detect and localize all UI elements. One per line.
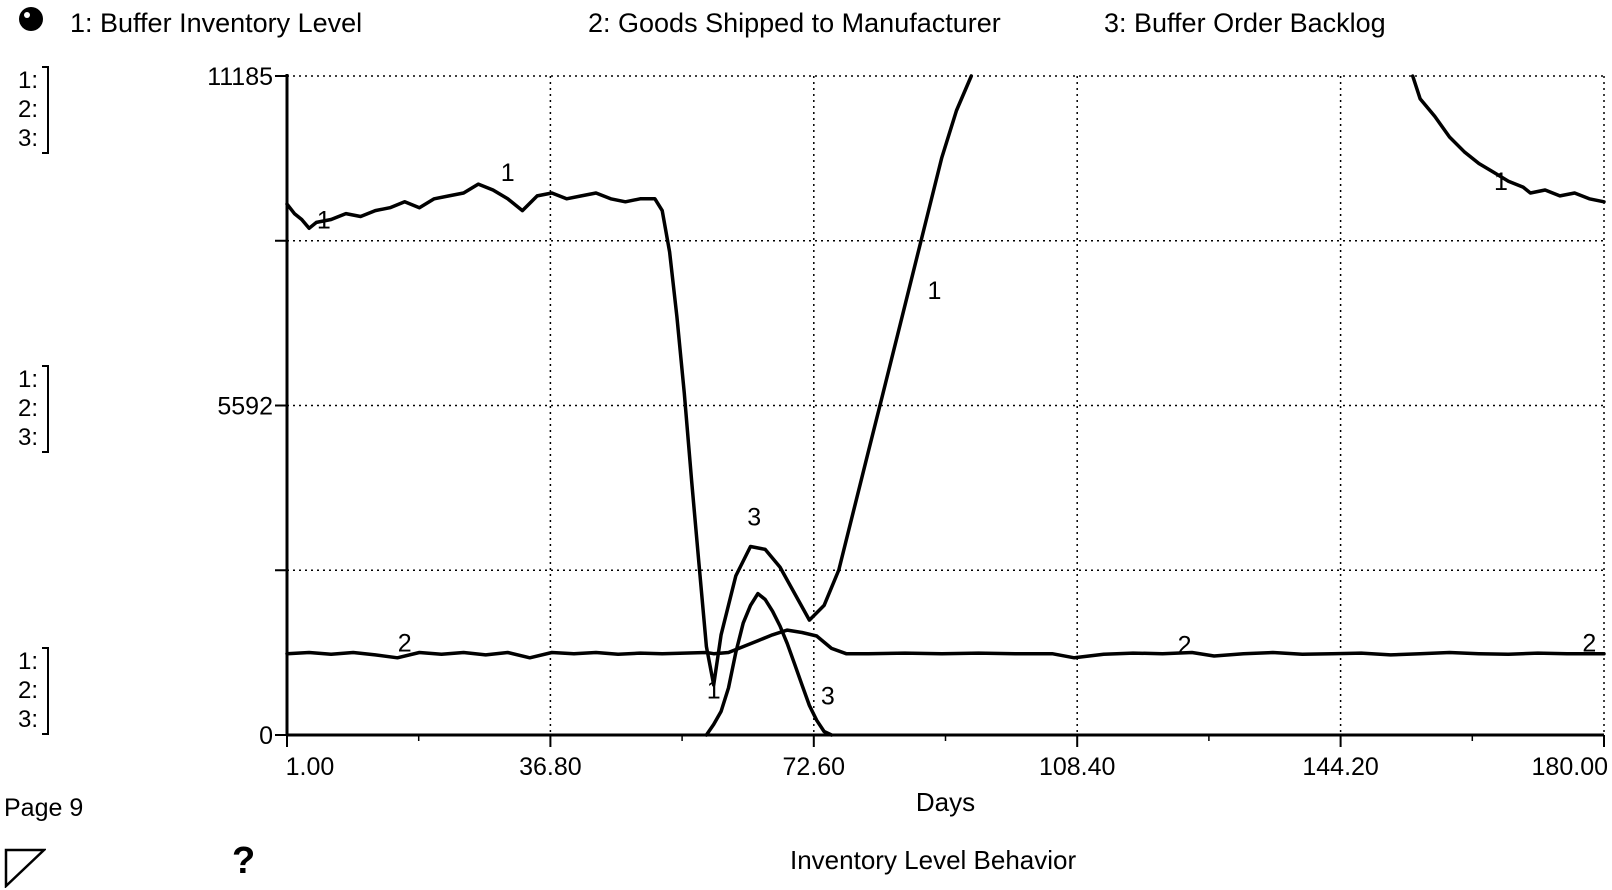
scale-label-3: 3: bbox=[18, 706, 39, 733]
scale-label-1: 1: bbox=[18, 67, 39, 94]
axes: 0 5592 11185 1.00 36.80 72.60 108.40 144.20 180.… bbox=[207, 63, 1608, 781]
series-marker-label: 1 bbox=[501, 159, 515, 187]
x-tick-label: 108.40 bbox=[1039, 753, 1115, 781]
legend-item-series-2: 2: Goods Shipped to Manufacturer bbox=[588, 8, 1001, 38]
scale-indicator-bottom: 1: 2: 3: bbox=[18, 647, 58, 737]
y-tick-label: 5592 bbox=[217, 393, 273, 421]
scale-label-1: 1: bbox=[18, 366, 39, 393]
series-1-line bbox=[1410, 74, 1606, 204]
scale-bracket bbox=[42, 365, 49, 453]
scale-label-2: 2: bbox=[18, 395, 39, 422]
x-tick-label: 72.60 bbox=[783, 753, 846, 781]
series-2-line bbox=[285, 628, 1606, 660]
series-marker-label: 2 bbox=[1178, 632, 1192, 660]
series-marker-label: 3 bbox=[821, 682, 835, 710]
help-button[interactable]: ? bbox=[232, 840, 256, 882]
series-lines bbox=[285, 74, 1606, 737]
page-turn-icon[interactable] bbox=[4, 848, 46, 888]
x-tick-label: 36.80 bbox=[519, 753, 582, 781]
chart-title: Inventory Level Behavior bbox=[790, 845, 1077, 875]
scale-bracket bbox=[42, 66, 49, 154]
scale-indicator-top: 1: 2: 3: bbox=[18, 66, 58, 156]
scale-bracket bbox=[42, 647, 49, 735]
legend-item-series-1: 1: Buffer Inventory Level bbox=[70, 8, 363, 38]
series-marker-label: 1 bbox=[1494, 168, 1508, 196]
pin-icon[interactable] bbox=[18, 6, 46, 34]
legend: 1: Buffer Inventory Level 2: Goods Shipp… bbox=[0, 0, 1612, 50]
scale-label-1: 1: bbox=[18, 648, 39, 675]
series-1-line bbox=[285, 74, 974, 687]
series-3-line bbox=[704, 591, 834, 737]
series-marker-label: 2 bbox=[398, 629, 412, 657]
legend-item-series-3: 3: Buffer Order Backlog bbox=[1104, 8, 1386, 38]
scale-label-2: 2: bbox=[18, 96, 39, 123]
series-marker-label: 1 bbox=[928, 277, 942, 305]
gridlines bbox=[287, 75, 1605, 735]
scale-label-3: 3: bbox=[18, 125, 39, 152]
scale-label-3: 3: bbox=[18, 424, 39, 451]
x-tick-label: 1.00 bbox=[286, 753, 335, 781]
y-tick-label: 11185 bbox=[207, 63, 273, 91]
page-label: Page 9 bbox=[4, 794, 84, 822]
chart-labels: Days 1 1 1 1 1 2 2 2 3 3 bbox=[317, 159, 1596, 817]
x-tick-label: 144.20 bbox=[1302, 753, 1378, 781]
x-axis-label: Days bbox=[916, 787, 975, 817]
series-marker-label: 2 bbox=[1582, 629, 1596, 657]
scale-indicator-middle: 1: 2: 3: bbox=[18, 365, 58, 455]
series-marker-label: 1 bbox=[707, 676, 721, 704]
scale-label-2: 2: bbox=[18, 677, 39, 704]
x-tick-label: 180.00 bbox=[1532, 753, 1608, 781]
series-marker-label: 3 bbox=[747, 503, 761, 531]
series-marker-label: 1 bbox=[317, 206, 331, 234]
y-tick-label: 0 bbox=[259, 722, 273, 750]
